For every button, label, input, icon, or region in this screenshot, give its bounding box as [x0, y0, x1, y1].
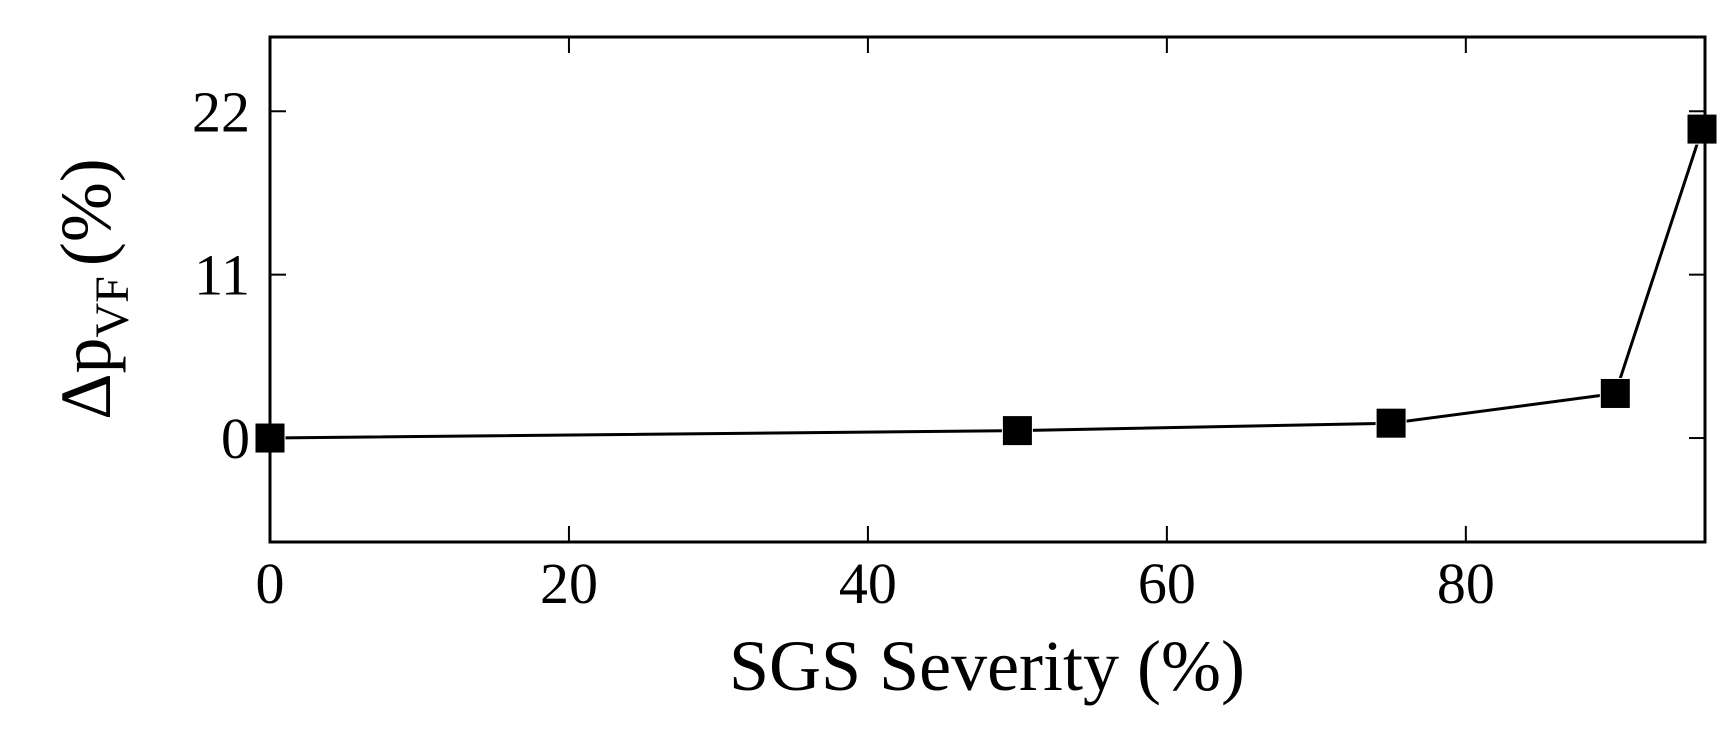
y-axis-label-subscript: VF — [86, 276, 139, 337]
plot-frame — [268, 35, 1707, 544]
data-point-marker — [1599, 377, 1631, 409]
series-layer — [254, 113, 1718, 454]
x-tick-label: 0 — [256, 551, 285, 616]
y-tick-label: 0 — [221, 406, 250, 471]
y-axis-label: ΔpVF (%) — [46, 158, 139, 420]
ticks-layer: 0 20 40 60 80 0 11 22 — [192, 37, 1705, 616]
x-tick-label: 60 — [1138, 551, 1196, 616]
x-tick-label: 80 — [1437, 551, 1495, 616]
x-tick-label: 40 — [839, 551, 897, 616]
x-tick-label: 20 — [540, 551, 598, 616]
x-axis-label: SGS Severity (%) — [729, 626, 1245, 706]
y-axis-label-unit: (%) — [46, 158, 126, 266]
data-point-marker — [1686, 113, 1718, 145]
y-tick-label: 11 — [194, 243, 250, 308]
y-tick-label: 22 — [192, 79, 250, 144]
data-point-marker — [1375, 407, 1407, 439]
series-line — [269, 128, 1704, 440]
y-axis-label-main: Δp — [46, 337, 126, 419]
data-point-marker — [1001, 415, 1033, 447]
